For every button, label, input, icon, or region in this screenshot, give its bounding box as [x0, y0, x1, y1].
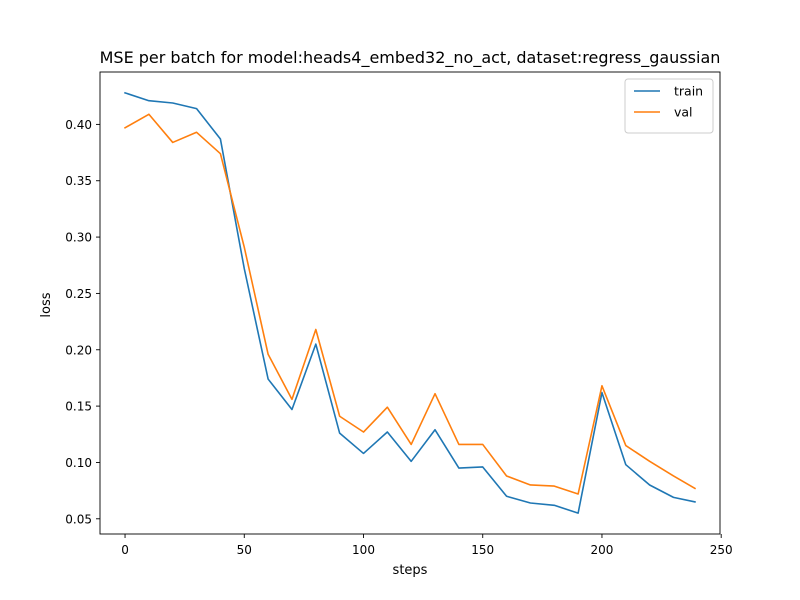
x-tick-label: 50 [237, 543, 252, 557]
x-tick-label: 150 [471, 543, 494, 557]
y-tick-label: 0.20 [65, 343, 92, 357]
y-tick-label: 0.40 [65, 118, 92, 132]
legend-label-val: val [674, 105, 693, 120]
y-tick-label: 0.15 [65, 400, 92, 414]
x-tick-label: 250 [710, 543, 733, 557]
legend-box [624, 78, 714, 134]
axes-frame [99, 71, 721, 535]
y-tick-label: 0.25 [65, 287, 92, 301]
y-tick-label: 0.30 [65, 231, 92, 245]
x-tick-label: 200 [591, 543, 614, 557]
y-tick-label: 0.05 [65, 512, 92, 526]
chart-title: MSE per batch for model:heads4_embed32_n… [100, 48, 721, 68]
plot-area: 0 50 100 150 200 250 0.05 0.10 0.15 0.20 0.25 0.30 0… [65, 71, 733, 557]
y-tick-label: 0.35 [65, 174, 92, 188]
x-axis-label: steps [393, 563, 428, 578]
x-tick-label: 0 [121, 543, 129, 557]
legend: train val [624, 78, 714, 134]
y-tick-label: 0.10 [65, 456, 92, 470]
series-line-val [123, 113, 697, 495]
x-tick-label: 100 [352, 543, 375, 557]
y-axis-label: loss [39, 292, 54, 317]
legend-label-train: train [674, 84, 703, 99]
series-line-train [124, 91, 696, 514]
